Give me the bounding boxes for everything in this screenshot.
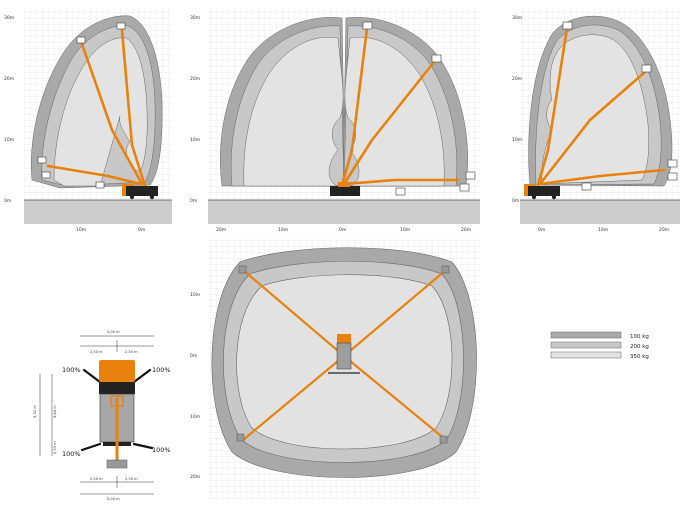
dim-bottom-right: 2,50 m [125,477,138,481]
pct-bottom-left: 100% [62,450,81,458]
basket-icon [667,159,678,168]
turret-icon [338,182,350,187]
y-tick-label: 0m [190,353,197,359]
legend-swatch-350kg [550,351,622,359]
machine-deck-icon [99,382,135,394]
basket-icon [95,181,105,189]
load-legend: 100 kg 200 kg 350 kg [550,331,649,360]
y-tick-label: 10m [512,137,522,143]
y-tick-label: 10m [190,292,200,298]
y-tick-label: 20m [4,76,14,82]
boom-top [241,268,448,442]
basket-icon [76,36,86,44]
pct-bottom-right: 100% [152,446,171,454]
basket-icon [238,265,247,274]
y-tick-label: 30m [190,15,200,21]
y-tick-label: 0m [4,198,11,204]
legend-label-100kg: 100 kg [630,334,649,340]
dim-height-small: 0,33 m [53,441,57,454]
basket-icon [441,265,450,274]
dim-bottom-left: 2,50 m [90,477,103,481]
top-view: 10m 0m 10m 20m [190,238,480,500]
dim-bottom-total: 5,00 m [107,497,120,501]
dim-height-inner: 5,84 m [53,405,57,418]
machine-cab-icon [99,360,135,382]
basket-icon [562,21,573,30]
machine-top-icon [337,334,351,343]
y-tick-label: 10m [4,137,14,143]
dim-height-outer: 5,32 m [33,405,37,418]
basket-icon [236,433,245,442]
x-tick-label: 0m [339,227,346,233]
basket-icon [395,187,406,196]
pct-top-right: 100% [152,366,171,374]
boom-left [46,28,147,188]
boom-center [340,26,460,187]
basket-icon [116,22,126,30]
dim-top-right: 2,50 m [125,350,138,354]
ground-left [24,200,172,224]
x-tick-label: 0m [138,227,145,233]
chassis-icon [528,186,560,196]
legend-swatch-100kg [550,331,622,339]
side-view-center: 30m 20m 10m 0m 20m 10m 0m 10m 20m [190,8,480,233]
y-tick-label: 10m [190,137,200,143]
x-tick-label: 10m [400,227,410,233]
basket-icon [37,156,47,164]
basket-icon [106,459,128,469]
x-tick-label: 10m [598,227,608,233]
x-tick-label: 20m [659,227,669,233]
y-tick-label: 10m [190,414,200,420]
y-tick-label: 0m [190,198,197,204]
dim-top-total: 5,00 m [107,330,120,334]
machine-body-icon [336,342,352,370]
basket-icon [439,435,448,444]
basket-icon [641,64,652,73]
boom-right [536,26,666,187]
x-tick-label: 20m [461,227,471,233]
zone-350kg-center [243,36,344,187]
y-tick-label: 0m [512,198,519,204]
side-view-right: 30m 20m 10m 0m 0m 10m 20m [512,8,680,233]
ground-right [520,200,680,224]
y-tick-label: 30m [512,15,522,21]
dim-top-left: 2,50 m [90,350,103,354]
y-tick-label: 30m [4,15,14,21]
side-view-left: 30m 20m 10m 0m 10m 0m [4,8,172,233]
chassis-icon [126,186,158,196]
x-tick-label: 10m [278,227,288,233]
y-tick-label: 20m [512,76,522,82]
x-tick-label: 20m [216,227,226,233]
legend-label-200kg: 200 kg [630,344,649,350]
basket-icon [362,21,373,30]
basket-icon [667,172,678,181]
basket-icon [581,182,592,191]
x-tick-label: 10m [76,227,86,233]
legend-label-350kg: 350 kg [630,354,649,360]
ground-center [208,200,480,224]
outrigger-dimensions: 5,00 m 2,50 m 2,50 m 5,32 m 5,84 m 0,33 … [33,330,171,501]
y-tick-label: 20m [190,76,200,82]
x-tick-label: 0m [538,227,545,233]
basket-icon [459,183,470,192]
basket-icon [465,171,476,180]
y-tick-label: 20m [190,474,200,480]
legend-swatch-200kg [550,341,622,349]
basket-icon [41,171,51,179]
basket-icon [431,54,442,63]
zone-350kg-left [53,37,148,187]
chassis-icon [330,186,360,196]
outrigger-legs [80,368,154,452]
pct-top-left: 100% [62,366,81,374]
